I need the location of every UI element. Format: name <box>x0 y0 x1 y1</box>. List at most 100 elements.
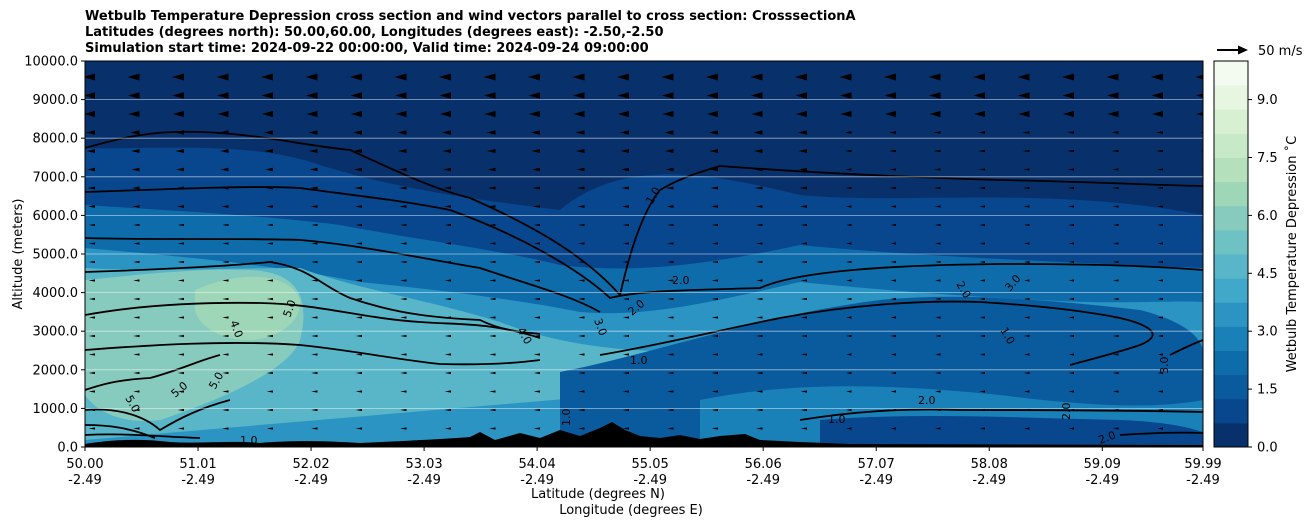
wind-vector-arrow-icon <box>310 205 318 208</box>
wind-vector-arrow-icon <box>800 427 807 430</box>
wind-vector-arrow-icon <box>620 149 629 153</box>
wind-vector-arrow-icon <box>311 427 318 430</box>
x-tick-label-lon: -2.49 <box>1186 473 1220 488</box>
wind-vector-arrow-icon <box>133 297 140 301</box>
wind-vector-arrow-icon <box>177 353 184 356</box>
wind-vector-arrow-icon <box>800 408 807 412</box>
colorbar-tick-label: 9.0 <box>1257 93 1278 108</box>
wind-vector-arrow-icon <box>889 168 896 171</box>
wind-vector-arrow-icon <box>528 73 540 81</box>
wind-vector-arrow-icon <box>400 242 407 245</box>
wind-vector-arrow-icon <box>711 260 718 264</box>
wind-vector-arrow-icon <box>890 297 896 301</box>
wind-vector-arrow-icon <box>622 205 629 208</box>
wind-vector-arrow-icon <box>578 353 585 356</box>
y-tick-label: 8000.0 <box>33 132 79 147</box>
wind-vector-arrow-icon <box>621 167 629 172</box>
chart-subtitle-coords: Latitudes (degrees north): 50.00,60.00, … <box>85 25 664 40</box>
wind-vector-arrow-icon <box>890 353 896 356</box>
wind-vector-arrow-icon <box>1113 316 1119 319</box>
wind-vector-arrow-icon <box>1157 223 1163 227</box>
x-tick-label-lat: 52.02 <box>292 457 329 472</box>
contour-label: 1.0 <box>240 434 258 447</box>
wind-vector-arrow-icon <box>444 371 451 375</box>
wind-vector-arrow-icon <box>400 260 407 264</box>
y-tick-label: 10000.0 <box>24 55 78 70</box>
wind-vector-arrow-icon <box>444 408 451 412</box>
wind-vector-arrow-icon <box>1157 242 1163 245</box>
wind-vector-arrow-icon <box>355 205 362 208</box>
wind-vector-arrow-icon <box>489 297 496 301</box>
wind-vector-arrow-icon <box>533 223 540 227</box>
chart-subtitle-times: Simulation start time: 2024-09-22 00:00:… <box>85 41 649 56</box>
wind-vector-arrow-icon <box>266 223 273 227</box>
wind-vector-arrow-icon <box>795 73 807 81</box>
wind-vector-arrow-icon <box>400 334 407 338</box>
wind-vector-arrow-icon <box>87 186 95 190</box>
colorbar-level <box>1214 350 1248 376</box>
wind-vector-arrow-icon <box>1022 131 1030 134</box>
wind-vector-arrow-icon <box>533 334 540 338</box>
wind-vector-arrow-icon <box>398 149 407 153</box>
x-tick-label-lon: -2.49 <box>294 473 328 488</box>
wind-vector-arrow-icon <box>266 242 273 245</box>
colorbar-level <box>1214 422 1248 448</box>
wind-vector-arrow-icon <box>1106 73 1119 81</box>
wind-vector-arrow-icon <box>889 131 896 134</box>
contour-label: 1.0 <box>828 413 846 426</box>
wind-vector-arrow-icon <box>1157 316 1163 319</box>
wind-vector-arrow-icon <box>667 260 674 264</box>
wind-vectors <box>85 73 1203 447</box>
wind-vector-arrow-icon <box>88 205 95 208</box>
wind-vector-arrow-icon <box>177 427 184 430</box>
wind-vector-arrow-icon <box>222 279 229 282</box>
wind-vector-arrow-icon <box>1068 279 1074 282</box>
wind-vector-arrow-icon <box>1157 260 1163 264</box>
wind-vector-arrow-icon <box>266 205 273 208</box>
colorbar-level <box>1214 278 1248 303</box>
wind-vector-arrow-icon <box>620 130 629 135</box>
wind-vector-arrow-icon <box>217 92 229 99</box>
wind-vector-arrow-icon <box>846 260 852 264</box>
wind-vector-arrow-icon <box>442 149 451 153</box>
wind-vector-arrow-icon <box>935 408 941 412</box>
wind-vector-arrow-icon <box>1024 334 1030 338</box>
wind-vector-arrow-icon <box>1151 92 1163 99</box>
wind-vector-arrow-icon <box>1156 131 1163 134</box>
wind-vector-arrow-icon <box>1113 353 1119 356</box>
wind-vector-arrow-icon <box>442 130 451 135</box>
wind-vector-arrow-icon <box>935 297 941 301</box>
colorbar-level <box>1214 205 1248 231</box>
wind-vector-arrow-icon <box>622 353 629 356</box>
wind-vector-arrow-icon <box>133 260 140 264</box>
wind-vector-arrow-icon <box>979 242 985 245</box>
wind-vector-arrow-icon <box>311 260 318 264</box>
wind-vector-arrow-icon <box>489 279 496 282</box>
colorbar-tick-label: 4.5 <box>1257 267 1278 282</box>
plot-area <box>85 61 1203 447</box>
wind-vector-arrow-icon <box>846 242 852 245</box>
wind-vector-arrow-icon <box>1157 371 1163 375</box>
wind-vector-arrow-icon <box>1196 112 1203 116</box>
wind-vector-arrow-icon <box>1068 205 1074 208</box>
wind-vector-arrow-icon <box>531 149 540 153</box>
wind-vector-arrow-icon <box>1112 168 1119 171</box>
colorbar-level <box>1214 109 1248 134</box>
wind-vector-arrow-icon <box>222 242 229 245</box>
wind-vector-arrow-icon <box>1113 427 1119 430</box>
wind-vector-arrow-icon <box>621 186 629 190</box>
wind-vector-arrow-icon <box>890 260 896 264</box>
contour-label: 4.0 <box>227 319 245 340</box>
wind-vector-arrow-icon <box>710 186 718 190</box>
grid-lines <box>85 99 1203 409</box>
x-tick-label-lon: -2.49 <box>633 473 667 488</box>
wind-vector-arrow-icon <box>800 390 807 393</box>
wind-vector-arrow-icon <box>577 186 585 190</box>
wind-vector-arrow-icon <box>1063 110 1074 118</box>
wind-vector-arrow-icon <box>484 92 496 99</box>
contour-line <box>599 300 1154 366</box>
colorbar-level <box>1214 254 1248 279</box>
wind-vector-arrow-icon <box>355 408 362 412</box>
contour-line <box>85 433 201 439</box>
wind-vector-arrow-icon <box>756 334 763 338</box>
